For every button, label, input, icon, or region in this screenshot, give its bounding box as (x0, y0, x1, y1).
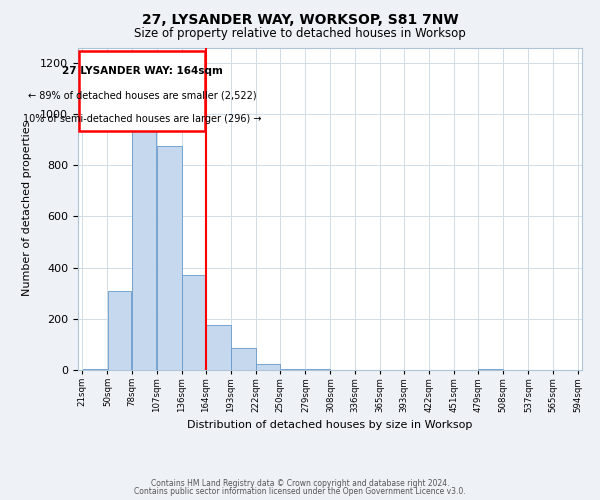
Text: Size of property relative to detached houses in Worksop: Size of property relative to detached ho… (134, 28, 466, 40)
Text: Contains HM Land Registry data © Crown copyright and database right 2024.: Contains HM Land Registry data © Crown c… (151, 478, 449, 488)
Bar (157, 146, 182, 370)
Bar (206, 325, 231, 370)
Bar (182, 276, 206, 370)
Bar (132, 120, 157, 370)
Text: ← 89% of detached houses are smaller (2,522): ← 89% of detached houses are smaller (2,… (28, 90, 256, 100)
Bar (231, 348, 256, 370)
Bar (478, 368, 503, 370)
FancyBboxPatch shape (79, 50, 205, 132)
X-axis label: Distribution of detached houses by size in Worksop: Distribution of detached houses by size … (187, 420, 473, 430)
Bar (83, 368, 107, 370)
Text: 27 LYSANDER WAY: 164sqm: 27 LYSANDER WAY: 164sqm (62, 66, 223, 76)
Bar (107, 290, 131, 370)
Text: Contains public sector information licensed under the Open Government Licence v3: Contains public sector information licen… (134, 487, 466, 496)
Text: 27, LYSANDER WAY, WORKSOP, S81 7NW: 27, LYSANDER WAY, WORKSOP, S81 7NW (142, 12, 458, 26)
Y-axis label: Number of detached properties: Number of detached properties (22, 121, 32, 296)
Text: 10% of semi-detached houses are larger (296) →: 10% of semi-detached houses are larger (… (23, 114, 261, 124)
Bar (281, 368, 305, 370)
Bar (256, 364, 280, 370)
